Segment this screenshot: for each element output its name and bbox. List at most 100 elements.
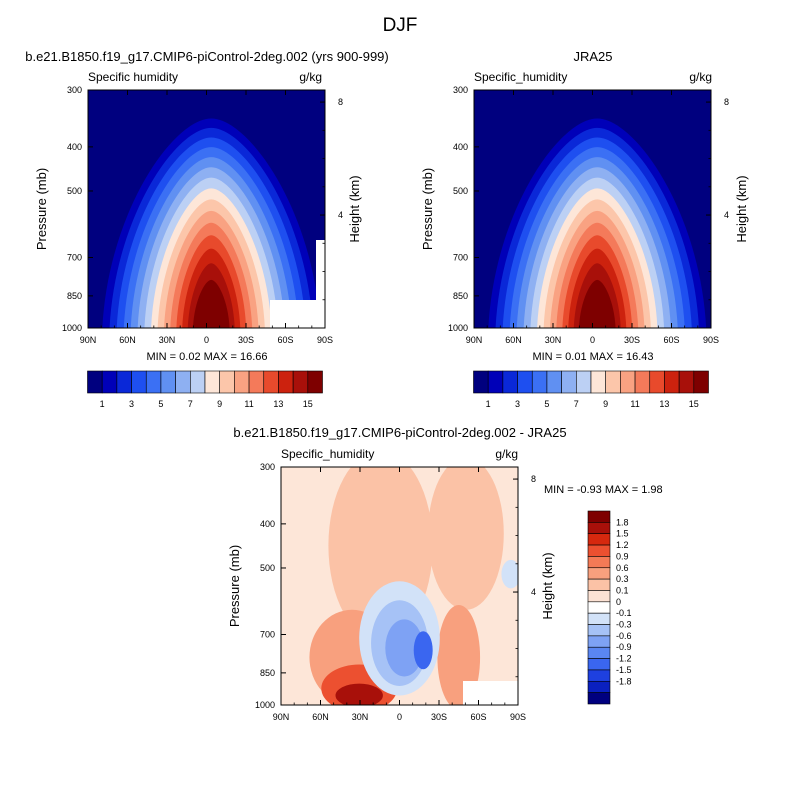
panel-obs-ylabel: Pressure (mb) [420,168,435,250]
x-tick-label: 90S [510,712,526,722]
colorbar-swatch [587,680,611,693]
colorbar-label: 5 [544,399,549,409]
colorbar-swatch [634,370,651,394]
negative-band [413,631,433,670]
contour-band-15 [578,279,616,328]
colorbar-swatch [517,370,533,394]
panel-obs-axes: 90N 60N 30N 0 30S 60S 90S 300 400 500 700 850 1000 8 4 [448,85,729,345]
colorbar-swatch [587,669,611,682]
colorbar-label: 0.1 [616,585,629,595]
colorbar-label: 1.5 [616,529,629,539]
panel-diff-stats: MIN = -0.93 MAX = 1.98 [544,484,663,496]
y-tick-label: 700 [453,252,468,262]
colorbar-label: 3 [129,399,134,409]
panel-obs-contours [488,118,707,328]
x-tick-label: 90S [703,335,719,345]
y-right-tick-label: 4 [724,210,729,220]
x-tick-label: 60S [277,335,293,345]
colorbar-swatch [664,370,680,394]
panel-model-title: b.e21.B1850.f19_g17.CMIP6-piControl-2deg… [25,49,389,64]
figure-title: DJF [383,15,418,36]
colorbar-swatch [248,370,265,394]
y-tick-label: 500 [453,186,468,196]
y-right-tick-label: 4 [338,210,343,220]
colorbar-swatch [87,370,103,394]
y-right-tick-label: 8 [531,474,536,484]
x-tick-label: 60S [470,712,486,722]
y-tick-label: 850 [260,668,275,678]
colorbar-swatch [693,370,709,394]
y-tick-label: 850 [453,291,468,301]
colorbar-swatch [587,601,611,614]
colorbar-swatch [620,370,636,394]
colorbar-swatch [101,370,118,394]
y-tick-label: 300 [67,85,82,95]
x-tick-label: 90N [273,712,290,722]
colorbar-swatch [131,370,147,394]
panel-diff-ylabel-right: Height (km) [540,552,555,619]
colorbar-label: 13 [659,399,669,409]
x-tick-label: 60S [663,335,679,345]
y-tick-label: 1000 [255,700,275,710]
colorbar-swatch [587,522,611,535]
panel-diff-axes: 90N 60N 30N 0 30S 60S 90S 300 400 500 700 850 1000 8 4 [255,462,536,722]
panel-diff-ylabel: Pressure (mb) [227,545,242,627]
panel-model-stats: MIN = 0.02 MAX = 16.66 [146,351,267,363]
x-tick-label: 0 [397,712,402,722]
colorbar-swatch [546,370,562,394]
panel-obs: JRA25 Specific_humidity g/kg 90N 60N 30N 0 3… [420,49,749,409]
colorbar-swatch [587,658,611,671]
colorbar-swatch [234,370,250,394]
colorbar-swatch [587,635,611,648]
colorbar-swatch [605,370,621,394]
colorbar-label: -1.2 [616,654,632,664]
x-tick-label: 30S [431,712,447,722]
panel-obs-variable: Specific_humidity [474,70,567,84]
panel-model-ylabel-right: Height (km) [347,175,362,242]
positive-band [427,467,504,610]
colorbar-label: 0.9 [616,551,629,561]
colorbar-label: 13 [273,399,283,409]
panel-obs-colorbar: 1 3 5 7 9 11 13 15 [473,370,709,409]
panel-model-missing-region [270,300,325,328]
x-tick-label: 30S [238,335,254,345]
colorbar-swatch [204,370,220,394]
colorbar-label: 7 [574,399,579,409]
colorbar-swatch [175,370,191,394]
colorbar-swatch [190,370,206,394]
colorbar-label: 0.6 [616,563,629,573]
colorbar-label: 7 [188,399,193,409]
colorbar-label: 11 [630,399,639,409]
x-tick-label: 60N [312,712,329,722]
panel-diff: b.e21.B1850.f19_g17.CMIP6-piControl-2deg… [227,425,663,722]
colorbar-swatch [587,556,611,569]
negative-band [385,619,424,677]
y-right-tick-label: 4 [531,587,536,597]
colorbar-swatch [587,624,611,637]
panel-model-ylabel: Pressure (mb) [34,168,49,250]
colorbar-label: 11 [244,399,253,409]
colorbar-label: 3 [515,399,520,409]
x-tick-label: 0 [590,335,595,345]
positive-band [437,605,481,705]
y-tick-label: 300 [260,462,275,472]
colorbar-swatch [160,370,176,394]
colorbar-swatch [116,370,132,394]
colorbar-swatch [576,370,592,394]
colorbar-label: -1.5 [616,665,632,675]
y-tick-label: 300 [453,85,468,95]
x-tick-label: 90S [317,335,333,345]
panel-model-variable: Specific humidity [88,70,178,84]
panel-obs-units: g/kg [689,70,712,84]
colorbar-swatch [307,370,323,394]
colorbar-swatch [678,370,695,394]
y-tick-label: 400 [453,142,468,152]
colorbar-label: 9 [603,399,608,409]
x-tick-label: 30N [352,712,369,722]
panel-diff-variable: Specific_humidity [281,447,374,461]
colorbar-swatch [587,510,611,523]
colorbar-swatch [649,370,665,394]
x-tick-label: 60N [505,335,522,345]
colorbar-swatch [292,370,309,394]
